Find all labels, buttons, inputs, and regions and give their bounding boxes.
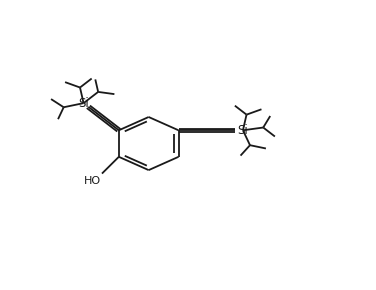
Text: Si: Si	[78, 97, 89, 110]
Text: Si: Si	[238, 124, 248, 137]
Text: HO: HO	[84, 176, 101, 186]
